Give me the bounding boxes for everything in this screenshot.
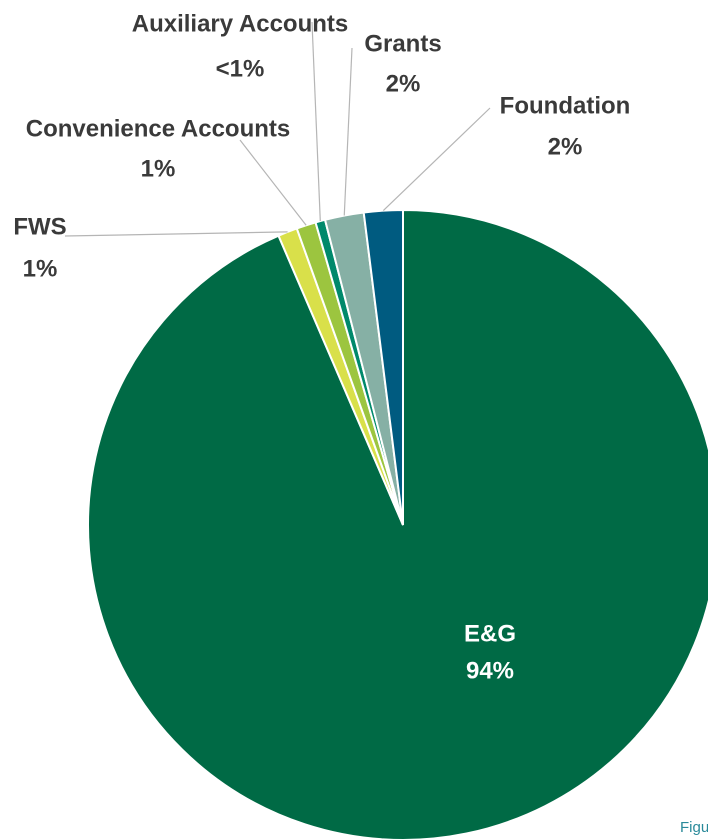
leader-line: [343, 47, 353, 216]
leader-line: [382, 107, 491, 212]
slice-value-label: 1%: [23, 255, 58, 282]
slice-label: Grants: [364, 30, 441, 57]
slice-value-label: 2%: [386, 70, 421, 97]
slice-value-label: <1%: [216, 55, 265, 82]
leader-line: [239, 139, 307, 226]
pie-slice: [87, 208, 708, 840]
slice-label: E&G: [464, 620, 516, 647]
leader-line: [64, 231, 288, 237]
leader-line: [311, 21, 321, 222]
slice-label: Foundation: [500, 92, 631, 119]
pie-slice: [362, 208, 404, 526]
slice-value-label: 2%: [548, 133, 583, 160]
slice-value-label: 94%: [466, 657, 514, 684]
slice-value-label: 1%: [141, 155, 176, 182]
slice-label: Auxiliary Accounts: [132, 10, 349, 37]
slice-label: FWS: [13, 213, 66, 240]
slice-label: Convenience Accounts: [26, 115, 291, 142]
figure-note: Figu: [680, 819, 708, 836]
